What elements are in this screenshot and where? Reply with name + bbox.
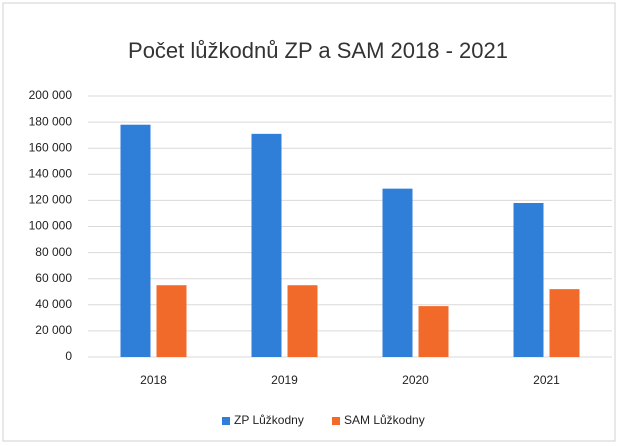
bar bbox=[382, 188, 413, 357]
bar bbox=[549, 289, 580, 357]
y-tick-label: 140 000 bbox=[29, 166, 73, 180]
y-tick-label: 0 bbox=[65, 349, 72, 363]
y-tick-label: 80 000 bbox=[35, 245, 72, 259]
x-tick-label: 2019 bbox=[271, 373, 298, 387]
bar bbox=[418, 306, 449, 357]
bar bbox=[120, 124, 151, 358]
y-tick-label: 40 000 bbox=[35, 297, 72, 311]
x-tick-label: 2021 bbox=[533, 373, 560, 387]
bar bbox=[513, 203, 544, 357]
y-tick-label: 100 000 bbox=[29, 219, 73, 233]
y-tick-label: 180 000 bbox=[29, 114, 73, 128]
chart-title: Počet lůžkodnů ZP a SAM 2018 - 2021 bbox=[128, 38, 508, 63]
y-tick-label: 60 000 bbox=[35, 271, 72, 285]
y-tick-label: 120 000 bbox=[29, 193, 73, 207]
legend-label: ZP Lůžkodny bbox=[234, 413, 304, 427]
y-tick-label: 20 000 bbox=[35, 323, 72, 337]
y-tick-label: 200 000 bbox=[29, 88, 73, 102]
bar bbox=[156, 285, 187, 357]
chart-frame bbox=[2, 2, 616, 442]
y-tick-label: 160 000 bbox=[29, 140, 73, 154]
legend-swatch bbox=[222, 417, 230, 425]
legend-label: SAM Lůžkodny bbox=[344, 413, 425, 427]
x-tick-label: 2020 bbox=[402, 373, 429, 387]
x-tick-label: 2018 bbox=[140, 373, 167, 387]
legend-swatch bbox=[332, 417, 340, 425]
bar bbox=[287, 285, 318, 357]
bar bbox=[251, 133, 282, 357]
